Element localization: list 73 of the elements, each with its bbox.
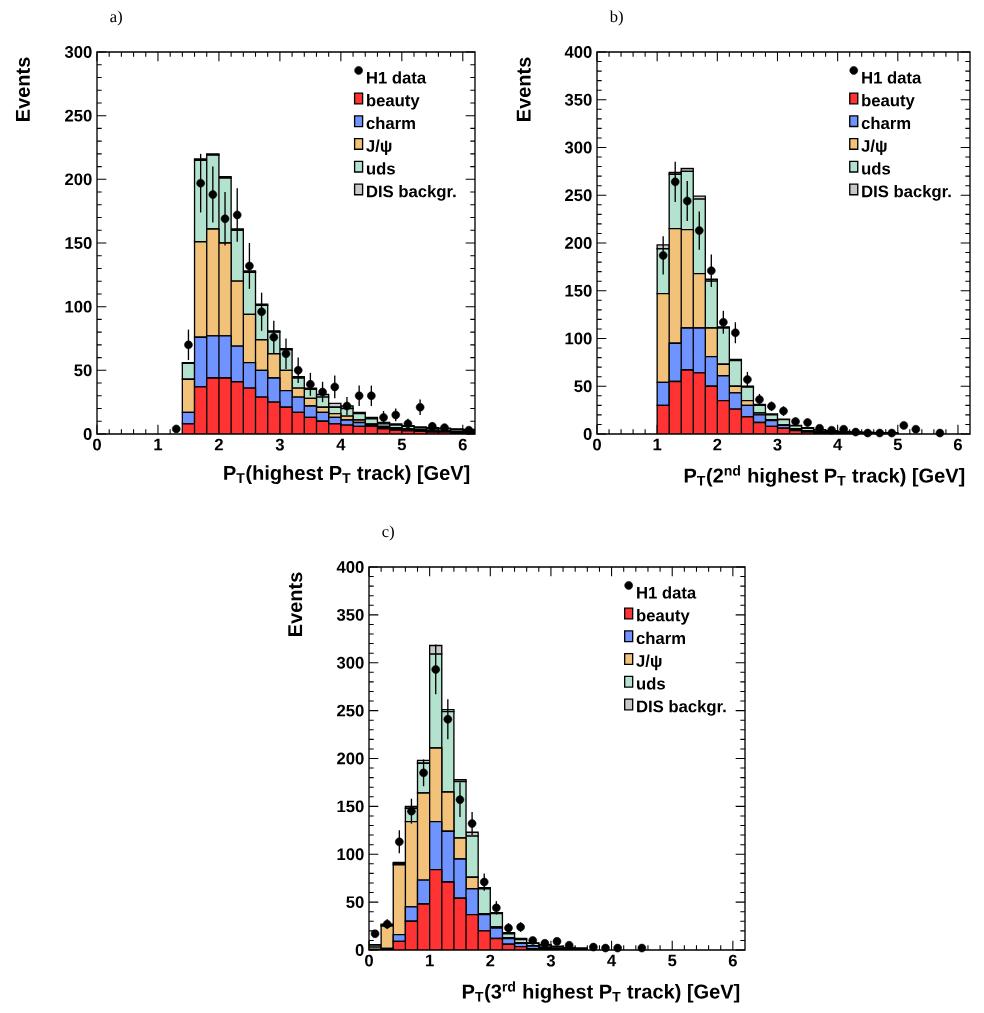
y-tick-label: 50 — [346, 896, 364, 909]
y-tick-label: 0 — [83, 428, 92, 440]
chart-title: c) — [382, 525, 394, 541]
y-tick-label: 200 — [65, 173, 92, 186]
x-axis-title: P$_{T}$(2$^{nd}$ highest P$_{T}$ track) [GeV] — [684, 465, 965, 487]
x-tick-label: 1 — [154, 438, 163, 451]
y-tick-label: 100 — [565, 332, 592, 345]
legend-label: uds — [862, 162, 891, 175]
x-tick-label: 2 — [713, 438, 722, 451]
legend-label: charm — [636, 631, 685, 645]
legend-label: H1 data — [862, 71, 922, 84]
x-tick-label: 3 — [773, 438, 782, 451]
y-tick-label: 300 — [564, 141, 592, 154]
x-tick-label: 0 — [365, 954, 373, 967]
y-tick-label: 150 — [565, 284, 592, 297]
y-tick-label: 150 — [65, 237, 92, 249]
legend-label: charm — [861, 116, 911, 130]
y-tick-label: 350 — [564, 93, 592, 106]
x-tick-label: 4 — [607, 954, 617, 967]
y-axis-title: Events — [15, 57, 30, 121]
y-axis-title: Events — [288, 572, 303, 636]
legend-label: DIS backgr. — [862, 185, 951, 201]
x-tick-label: 0 — [93, 438, 101, 451]
y-tick-label: 250 — [337, 704, 364, 717]
legend-label: J/ψ — [636, 654, 662, 671]
x-tick-label: 5 — [397, 438, 406, 451]
x-tick-label: 3 — [546, 954, 555, 967]
legend-label: beauty — [637, 609, 690, 625]
y-tick-label: 200 — [337, 752, 364, 765]
x-tick-label: 0 — [593, 438, 601, 451]
legend-label: uds — [637, 677, 665, 690]
y-tick-label: 150 — [337, 800, 364, 813]
y-tick-label: 400 — [564, 46, 592, 58]
x-tick-label: 1 — [653, 438, 662, 451]
y-tick-label: 250 — [565, 189, 592, 202]
x-tick-label: 3 — [275, 438, 284, 451]
chart-title: b) — [609, 10, 623, 26]
y-tick-label: 300 — [336, 656, 364, 669]
x-tick-label: 2 — [486, 954, 495, 967]
y-tick-label: 250 — [65, 109, 92, 122]
legend-label: charm — [366, 116, 415, 130]
y-axis-title: Events — [516, 57, 531, 121]
legend-label: beauty — [862, 94, 915, 110]
x-tick-label: 4 — [833, 438, 843, 451]
y-tick-label: 100 — [337, 848, 364, 861]
x-tick-label: 5 — [893, 438, 902, 451]
x-tick-label: 5 — [668, 954, 677, 967]
chart-title: a) — [110, 10, 122, 26]
legend-label: DIS backgr. — [637, 700, 726, 716]
y-tick-label: 100 — [65, 300, 92, 313]
x-tick-label: 4 — [336, 438, 346, 451]
legend-label: uds — [366, 162, 395, 175]
y-tick-label: 400 — [336, 561, 364, 573]
legend-label: beauty — [367, 94, 420, 110]
y-tick-label: 50 — [74, 364, 92, 377]
y-tick-label: 0 — [355, 944, 364, 956]
y-tick-label: 300 — [64, 46, 92, 58]
y-tick-label: 50 — [574, 380, 592, 393]
x-axis-title: P$_{T}$(3$^{rd}$ highest P$_{T}$ track) [GeV] — [462, 981, 740, 1003]
legend-label: J/ψ — [861, 139, 887, 156]
y-tick-label: 350 — [336, 608, 364, 621]
x-tick-label: 6 — [728, 954, 737, 967]
y-tick-label: 0 — [583, 428, 592, 440]
x-tick-label: 6 — [953, 438, 962, 451]
x-tick-label: 6 — [458, 438, 467, 451]
y-tick-label: 200 — [565, 237, 592, 249]
legend-label: H1 data — [367, 71, 427, 84]
x-tick-label: 2 — [214, 438, 223, 451]
legend-label: J/ψ — [366, 139, 392, 156]
x-tick-label: 1 — [426, 954, 434, 967]
x-axis-title: P$_{T}$(highest P$_{T}$ track) [GeV] — [224, 465, 470, 485]
legend-label: H1 data — [637, 586, 697, 599]
legend-label: DIS backgr. — [367, 185, 456, 201]
